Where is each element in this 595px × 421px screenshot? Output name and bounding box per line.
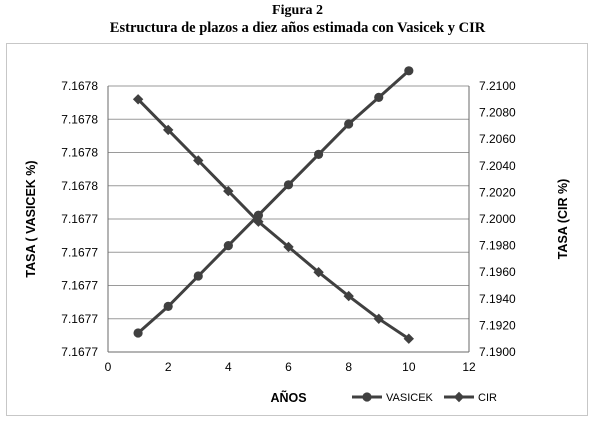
y-left-tick-label: 7.1677: [61, 345, 98, 359]
chart-frame: 7.1677 7.1677 7.1677 7.1677 7.1677 7.1678 7.16…: [6, 43, 588, 416]
vasicek-point: [344, 119, 354, 129]
x-tick-label: 8: [345, 360, 352, 374]
cir-point: [253, 216, 264, 227]
vasicek-point: [223, 241, 233, 251]
cir-point: [132, 94, 144, 105]
y-right-tick-label: 7.2080: [479, 106, 516, 120]
cir-point: [403, 333, 414, 344]
x-tick-label: 12: [462, 360, 476, 374]
legend-cir-marker: [453, 391, 465, 403]
y-left-tick-label: 7.1678: [61, 112, 98, 126]
cir-point: [283, 241, 294, 253]
vasicek-point: [374, 92, 384, 102]
x-tick-label: 0: [105, 360, 112, 374]
cir-point: [313, 267, 324, 278]
y-right-axis-title: TASA (CIR %): [556, 179, 570, 260]
cir-point: [373, 313, 384, 324]
cir-point: [223, 185, 234, 197]
y-right-tick-label: 7.1980: [479, 239, 516, 253]
line-chart: 7.1677 7.1677 7.1677 7.1677 7.1677 7.1678 7.16…: [24, 66, 570, 405]
vasicek-point: [404, 66, 414, 76]
y-right-tick-label: 7.2040: [479, 159, 516, 173]
x-tick-label: 6: [285, 360, 292, 374]
legend-vasicek-label: VASICEK: [386, 392, 434, 404]
x-axis-title: AÑOS: [270, 390, 306, 405]
cir-point: [343, 290, 354, 302]
vasicek-point: [283, 180, 294, 190]
y-left-tick-label: 7.1677: [61, 312, 98, 326]
y-right-tick-label: 7.2060: [479, 132, 516, 146]
x-tick-label: 2: [165, 360, 172, 374]
legend-cir-label: CIR: [478, 392, 497, 404]
figure-title: Estructura de plazos a diez años estimad…: [109, 20, 486, 36]
cir-point: [193, 155, 204, 166]
y-left-tick-label: 7.1677: [61, 245, 98, 259]
vasicek-point: [133, 328, 143, 338]
y-left-tick-label: 7.1677: [61, 212, 98, 226]
figure-caption: Figura 2 Estructura de plazos a diez año…: [0, 2, 595, 37]
y-left-tick-label: 7.1678: [61, 79, 98, 93]
y-right-tick-label: 7.1920: [479, 318, 516, 332]
x-tick-label: 4: [225, 360, 232, 374]
vasicek-point: [163, 301, 173, 311]
y-left-tick-label: 7.1678: [61, 146, 98, 160]
y-right-tick-label: 7.1900: [479, 345, 516, 359]
cir-series-line: [137, 98, 410, 340]
y-right-tick-label: 7.1940: [479, 292, 516, 306]
y-left-axis-title: TASA ( VASICEK %): [24, 160, 38, 277]
y-right-tick-label: 7.2020: [479, 185, 516, 199]
x-tick-label: 10: [402, 360, 416, 374]
vasicek-point: [313, 149, 324, 159]
vasicek-series-line: [137, 69, 410, 335]
cir-point: [163, 124, 174, 136]
y-right-tick-label: 7.2100: [479, 79, 516, 93]
y-left-tick-label: 7.1678: [61, 179, 98, 193]
legend-vasicek-marker: [362, 392, 372, 402]
figure-number: Figura 2: [272, 3, 323, 18]
y-right-tick-label: 7.2000: [479, 212, 516, 226]
y-right-tick-label: 7.1960: [479, 265, 516, 279]
vasicek-point: [193, 271, 203, 281]
y-left-tick-label: 7.1677: [61, 279, 98, 293]
